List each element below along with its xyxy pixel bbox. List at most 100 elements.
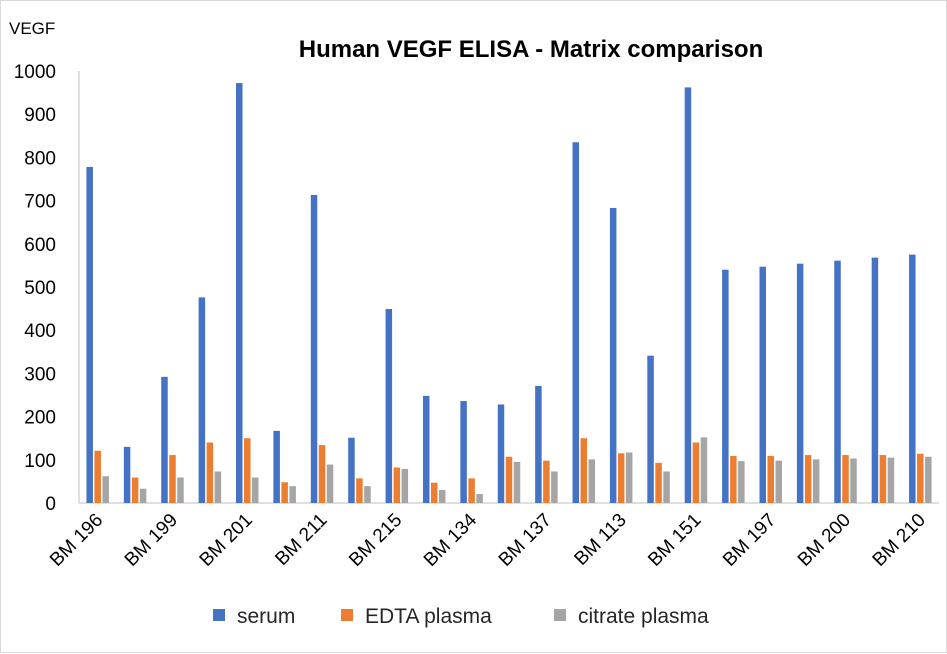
legend: serum EDTA plasma citrate plasma — [213, 605, 709, 628]
bar-citrate-plasma — [252, 477, 259, 503]
y-tick-label: 700 — [24, 192, 56, 213]
x-tick-label: BM 151 — [644, 510, 705, 571]
bar-edta-plasma — [767, 455, 774, 503]
x-tick-label: BM 199 — [121, 510, 182, 571]
x-tick-label: BM 197 — [719, 510, 780, 571]
bar-serum — [909, 254, 916, 503]
bar-serum — [422, 395, 430, 503]
x-tick-label: BM 134 — [420, 509, 481, 570]
bar-edta-plasma — [206, 442, 214, 503]
y-tick-label: 200 — [24, 408, 56, 429]
bar-edta-plasma — [543, 460, 550, 503]
bar-citrate-plasma — [401, 468, 409, 503]
bar-serum — [460, 401, 467, 503]
bar-serum — [684, 87, 692, 503]
bar-citrate-plasma — [102, 476, 109, 503]
bar-serum — [572, 142, 580, 503]
chart-title: Human VEGF ELISA - Matrix comparison — [299, 36, 764, 63]
bar-serum — [759, 266, 766, 503]
bar-citrate-plasma — [700, 437, 708, 503]
bar-citrate-plasma — [588, 459, 596, 503]
legend-label-citrate-plasma: citrate plasma — [578, 605, 709, 628]
y-tick-labels: 0 100 200 300 400 500 600 700 800 900 1000 — [14, 62, 56, 515]
y-tick-label: 800 — [24, 148, 56, 169]
bar-edta-plasma — [318, 445, 326, 503]
bar-edta-plasma — [730, 455, 737, 503]
bar-citrate-plasma — [326, 464, 334, 503]
bar-citrate-plasma — [887, 457, 895, 503]
bar-serum — [535, 385, 542, 503]
x-tick-label: BM 210 — [869, 510, 930, 571]
bar-serum — [647, 355, 654, 503]
bar-edta-plasma — [393, 467, 401, 503]
bar-serum — [198, 297, 206, 503]
y-tick-label: 400 — [24, 321, 56, 342]
legend-swatch-serum — [213, 609, 225, 621]
bar-serum — [497, 404, 505, 503]
legend-swatch-citrate-plasma — [554, 609, 566, 621]
bar-citrate-plasma — [364, 486, 371, 503]
x-tick-label: BM 200 — [794, 510, 855, 571]
bar-serum — [161, 376, 168, 503]
bar-citrate-plasma — [812, 459, 820, 503]
y-tick-label: 1000 — [14, 62, 56, 83]
legend-label-serum: serum — [237, 605, 295, 628]
bar-edta-plasma — [430, 482, 438, 503]
y-axis-label: VEGF — [9, 19, 55, 38]
bar-citrate-plasma — [177, 477, 184, 503]
bar-citrate-plasma — [438, 490, 446, 503]
bar-edta-plasma — [505, 456, 513, 503]
bar-citrate-plasma — [738, 461, 745, 503]
bar-serum — [385, 309, 393, 503]
bar-edta-plasma — [356, 478, 363, 503]
y-tick-label: 300 — [24, 364, 56, 385]
x-tick-label: BM 196 — [46, 510, 107, 571]
legend-swatch-edta-plasma — [341, 609, 353, 621]
bars — [86, 83, 932, 504]
y-tick-label: 0 — [45, 494, 56, 515]
legend-label-edta-plasma: EDTA plasma — [365, 605, 492, 628]
bar-edta-plasma — [468, 478, 475, 503]
bar-serum — [609, 207, 617, 503]
bar-citrate-plasma — [850, 458, 857, 503]
bar-edta-plasma — [169, 455, 176, 503]
bar-citrate-plasma — [139, 488, 147, 503]
bar-edta-plasma — [655, 462, 662, 503]
y-tick-label: 100 — [24, 451, 56, 472]
bar-citrate-plasma — [663, 471, 670, 503]
bar-edta-plasma — [281, 482, 288, 503]
bar-serum — [86, 166, 93, 504]
bar-serum — [834, 260, 841, 503]
bar-serum — [796, 263, 804, 503]
bar-edta-plasma — [131, 477, 139, 503]
bar-serum — [871, 257, 879, 503]
bar-serum — [722, 269, 729, 503]
bar-edta-plasma — [804, 455, 812, 503]
bar-citrate-plasma — [775, 460, 782, 503]
x-tick-label: BM 113 — [571, 510, 631, 570]
bar-citrate-plasma — [289, 486, 296, 503]
bar-citrate-plasma — [513, 461, 521, 503]
x-tick-label: BM 215 — [345, 510, 406, 571]
bar-edta-plasma — [244, 438, 251, 503]
x-tick-labels: BM 196 BM 199 BM 201 BM 211 BM 215 BM 134 BM 1… — [46, 509, 930, 570]
bar-edta-plasma — [842, 455, 849, 503]
bar-serum — [310, 194, 318, 503]
bar-serum — [123, 446, 131, 503]
x-tick-label: BM 201 — [196, 510, 257, 571]
bar-edta-plasma — [617, 453, 625, 503]
x-tick-label: BM 211 — [271, 510, 331, 570]
bar-edta-plasma — [917, 453, 924, 503]
bar-edta-plasma — [94, 450, 101, 503]
x-tick-label: BM 137 — [495, 510, 556, 571]
bar-serum — [273, 430, 280, 503]
y-tick-label: 600 — [24, 235, 56, 256]
bar-citrate-plasma — [476, 493, 483, 503]
bar-serum — [348, 437, 355, 503]
axes — [78, 71, 939, 504]
bar-citrate-plasma — [214, 471, 222, 503]
y-tick-label: 900 — [24, 105, 56, 126]
bar-edta-plasma — [692, 442, 700, 503]
